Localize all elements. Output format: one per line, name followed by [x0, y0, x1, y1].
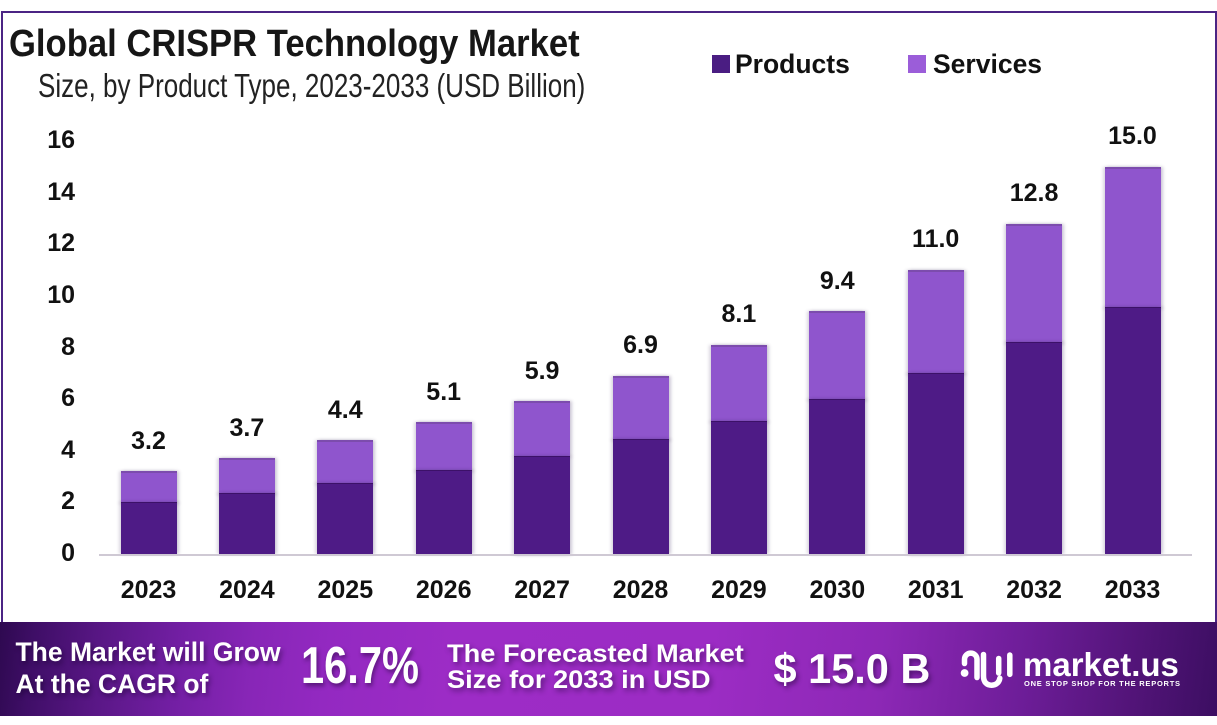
svg-text:market.us: market.us [1023, 646, 1179, 683]
svg-text:ONE STOP SHOP FOR THE REPORTS: ONE STOP SHOP FOR THE REPORTS [1024, 679, 1181, 688]
